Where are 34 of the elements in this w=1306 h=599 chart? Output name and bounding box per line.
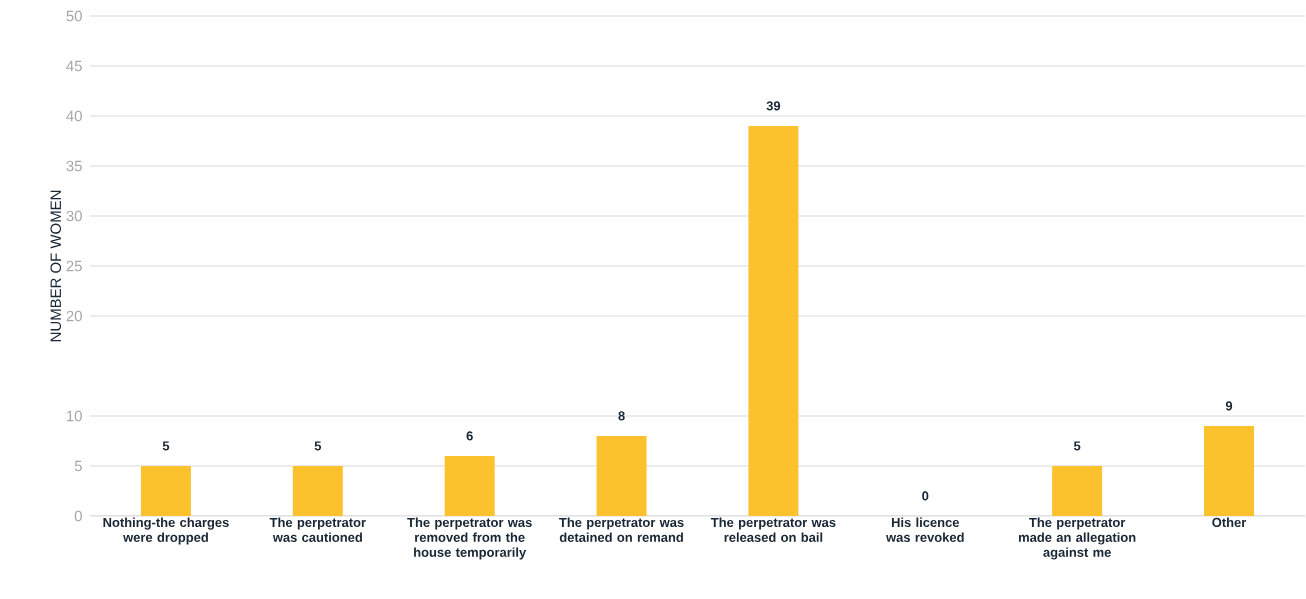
x-tick-label: His licence was revoked — [886, 517, 964, 542]
x-tick-label: Nothing-the charges were dropped — [103, 517, 229, 545]
x-tick-label: The perpetrator was released on bail — [710, 517, 836, 542]
data-label: 5 — [162, 441, 170, 451]
y-tick-label: 20 — [66, 310, 82, 322]
bar — [292, 465, 343, 516]
y-tick-label: 25 — [66, 260, 82, 272]
bar — [444, 455, 495, 516]
bar — [1204, 425, 1255, 516]
y-tick-label: 40 — [66, 110, 82, 122]
bar — [140, 465, 191, 516]
bar — [748, 125, 799, 516]
data-label: 8 — [618, 411, 625, 421]
y-tick-label: 5 — [74, 460, 82, 472]
x-tick-label: The perpetrator was detained on remand — [559, 517, 684, 542]
y-tick-label: 0 — [74, 510, 82, 522]
data-label: 5 — [314, 441, 322, 451]
data-label: 39 — [766, 101, 781, 111]
y-axis-title: NUMBER OF WOMEN — [50, 190, 62, 342]
bar — [1052, 465, 1103, 516]
data-label: 6 — [466, 431, 473, 441]
y-tick-label: 30 — [66, 210, 82, 222]
x-tick-label: Other — [1212, 517, 1247, 528]
y-tick-label: 45 — [66, 60, 82, 72]
x-tick-label: The perpetrator was cautioned — [269, 517, 366, 542]
x-tick-label: The perpetrator was removed from the house temporarily — [407, 517, 532, 560]
y-tick-label: 10 — [67, 410, 82, 422]
data-label: 5 — [1073, 441, 1081, 451]
y-tick-label: 35 — [66, 160, 82, 172]
y-tick-label: 50 — [66, 10, 82, 22]
data-label: 0 — [922, 491, 929, 501]
x-tick-label: The perpetrator made an allegation against me — [1018, 517, 1136, 560]
bar — [596, 435, 647, 516]
data-label: 9 — [1225, 401, 1233, 411]
